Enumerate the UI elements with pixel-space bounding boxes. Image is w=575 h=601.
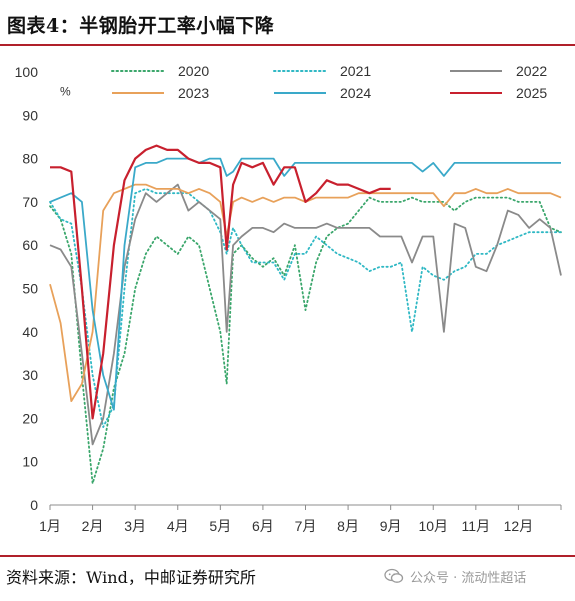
x-tick-label: 8月 <box>337 518 359 534</box>
series-line-2022 <box>49 183 562 446</box>
x-tick-label: 10月 <box>418 518 448 534</box>
legend-label-2021: 2021 <box>340 63 371 79</box>
axes-group: 0 10 20 30 40 50 60 70 80 90 100% 1月 2月 3月 4月 5月 6月 7月 8月 9… <box>15 64 562 534</box>
source-note: 资料来源：Wind，中邮证券研究所 <box>6 568 256 587</box>
y-tick-label: 10 <box>22 454 38 470</box>
x-tick-label: 6月 <box>252 518 274 534</box>
legend-label-2023: 2023 <box>178 85 209 101</box>
series-line-2023 <box>49 183 562 402</box>
x-tick-label: 12月 <box>504 518 534 534</box>
y-tick-label: 50 <box>22 281 38 297</box>
y-tick-label: 80 <box>22 151 38 167</box>
x-tick-label: 2月 <box>82 518 104 534</box>
watermark: 公众号 · 流动性超话 <box>384 566 526 586</box>
series-group <box>49 144 562 485</box>
series-line-2020 <box>49 196 562 485</box>
series-line-2021 <box>49 188 562 428</box>
legend-label-2020: 2020 <box>178 63 209 79</box>
x-tick-label: 9月 <box>380 518 402 534</box>
legend-label-2024: 2024 <box>340 85 371 101</box>
x-tick-label: 11月 <box>462 518 491 534</box>
y-tick-label: 90 <box>22 107 38 123</box>
y-tick-label: 20 <box>22 410 38 426</box>
y-unit-label: % <box>60 84 71 98</box>
x-tick-label: 3月 <box>124 518 146 534</box>
y-tick-label: 100 <box>15 64 39 80</box>
legend-group: 2020 2021 2022 2023 2024 2025 <box>111 63 547 101</box>
y-tick-label: 0 <box>30 497 38 513</box>
y-tick-label: 60 <box>22 237 38 253</box>
x-tick-label: 1月 <box>39 518 61 534</box>
watermark-text: 公众号 · 流动性超话 <box>410 570 527 586</box>
series-line-2025 <box>50 144 391 420</box>
wechat-icon <box>384 568 404 583</box>
y-tick-label: 40 <box>22 324 38 340</box>
title-divider <box>0 44 575 46</box>
y-tick-label: 70 <box>22 194 38 210</box>
legend-label-2025: 2025 <box>516 85 547 101</box>
legend-label-2022: 2022 <box>516 63 547 79</box>
y-tick-label: 30 <box>22 367 38 383</box>
x-tick-label: 4月 <box>167 518 189 534</box>
x-tick-label: 5月 <box>209 518 231 534</box>
series-line-2024 <box>49 157 561 411</box>
x-tick-label: 7月 <box>295 518 317 534</box>
chart-area: 0 10 20 30 40 50 60 70 80 90 100% 1月 2月 3月 4月 5月 6月 7月 8月 9… <box>0 48 575 548</box>
footer-divider <box>0 555 575 557</box>
title-bar: 图表4：半钢胎开工率小幅下降 <box>0 0 575 44</box>
line-chart: 0 10 20 30 40 50 60 70 80 90 100% 1月 2月 3月 4月 5月 6月 7月 8月 9… <box>15 63 562 534</box>
chart-title: 图表4：半钢胎开工率小幅下降 <box>7 15 275 37</box>
